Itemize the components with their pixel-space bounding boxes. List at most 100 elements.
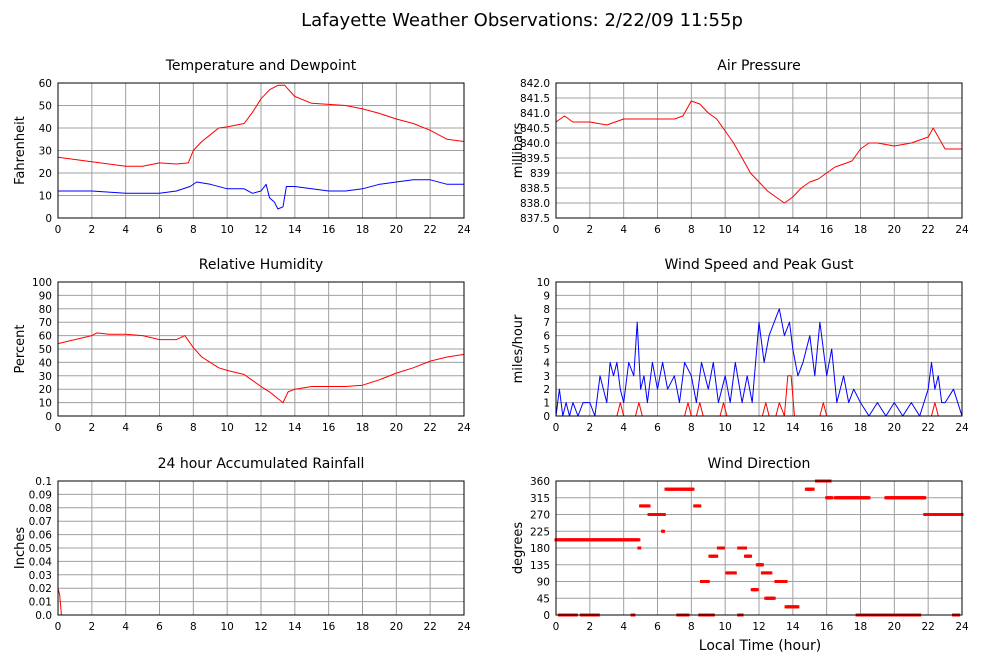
wind-series-0 [555, 308, 963, 417]
rain-title: 24 hour Accumulated Rainfall [158, 456, 365, 472]
direction-xtick-label: 22 [921, 621, 934, 633]
temp-xtick-label: 4 [122, 224, 129, 236]
rain-xtick-label: 0 [55, 621, 62, 633]
rain-xtick-label: 4 [122, 621, 129, 633]
pressure-xtick-label: 16 [820, 224, 834, 236]
rain-xtick-label: 2 [88, 621, 95, 633]
temp-title: Temperature and Dewpoint [165, 58, 357, 74]
pressure-series-0 [555, 100, 962, 204]
rain-ytick-label: 0.0 [35, 610, 52, 622]
temp-ytick-label: 30 [39, 146, 52, 158]
humidity-ytick-label: 0 [45, 411, 52, 423]
wind-ytick-label: 5 [543, 344, 550, 356]
rain-frame [57, 480, 465, 616]
direction-point [637, 538, 641, 542]
temp-ytick-label: 40 [39, 123, 52, 135]
wind-ytick-label: 2 [543, 384, 550, 396]
direction-point [772, 596, 776, 600]
direction-xtick-label: 8 [688, 621, 695, 633]
humidity-ytick-label: 10 [39, 398, 52, 410]
temp-xtick-label: 18 [356, 224, 369, 236]
temp-xtick-label: 2 [88, 224, 95, 236]
direction-point [691, 487, 695, 491]
humidity-xtick-label: 8 [190, 422, 197, 434]
direction-point [743, 546, 747, 550]
pressure-ytick-label: 841.0 [520, 108, 550, 120]
wind-xtick-label: 4 [620, 422, 627, 434]
pressure-xtick-label: 6 [654, 224, 661, 236]
direction-point [721, 546, 725, 550]
humidity-xtick-label: 4 [122, 422, 129, 434]
humidity-xtick-label: 20 [390, 422, 403, 434]
pressure-xtick-label: 14 [786, 224, 800, 236]
direction-xtick-label: 24 [955, 621, 969, 633]
humidity-xtick-label: 16 [322, 422, 336, 434]
pressure-panel: Air Pressure millibars 837.5 838.0 838.5 839 8… [511, 58, 969, 236]
humidity-ytick-label: 90 [39, 290, 52, 302]
direction-point [760, 563, 764, 567]
pressure-ytick-label: 838.0 [520, 198, 550, 210]
wind-xtick-label: 24 [955, 422, 969, 434]
temp-ylabel: Fahrenheit [13, 116, 28, 185]
humidity-xtick-label: 2 [88, 422, 95, 434]
rain-ytick-label: 0.1 [35, 476, 52, 488]
direction-ytick-label: 315 [530, 493, 550, 505]
rain-ytick-label: 0.05 [29, 543, 52, 555]
temp-xtick-label: 8 [190, 224, 197, 236]
rain-xtick-label: 12 [254, 621, 267, 633]
wind-ylabel: miles/hour [511, 314, 526, 383]
humidity-frame [57, 281, 465, 417]
rain-xtick-label: 14 [288, 621, 302, 633]
rain-xtick-label: 16 [322, 621, 336, 633]
direction-point [638, 546, 642, 550]
direction-panel: Wind Directiondegrees0459013518022527031… [511, 456, 969, 633]
chart-panels: Temperature and DewpointFahrenheit010203… [13, 58, 969, 633]
pressure-ytick-label: 838.5 [520, 183, 550, 195]
rain-ytick-label: 0.06 [29, 530, 53, 542]
rain-ylabel: Inches [13, 527, 28, 569]
humidity-ytick-label: 80 [39, 304, 52, 316]
wind-ytick-label: 6 [543, 331, 550, 343]
direction-point [867, 496, 871, 500]
pressure-ytick-label: 842.0 [520, 78, 550, 90]
humidity-ytick-label: 30 [39, 371, 52, 383]
pressure-ytick-label: 841.5 [520, 93, 550, 105]
wind-xtick-label: 12 [752, 422, 765, 434]
direction-ytick-label: 180 [530, 543, 550, 555]
humidity-xtick-label: 24 [457, 422, 471, 434]
direction-frame [555, 480, 963, 616]
humidity-xtick-label: 10 [220, 422, 233, 434]
temp-ytick-label: 60 [39, 78, 52, 90]
direction-ytick-label: 0 [543, 610, 550, 622]
wind-xtick-label: 22 [921, 422, 934, 434]
direction-point [661, 529, 665, 533]
temp-xtick-label: 20 [390, 224, 403, 236]
direction-point [784, 580, 788, 583]
humidity-xtick-label: 0 [55, 422, 62, 434]
temp-xtick-label: 12 [254, 224, 267, 236]
direction-xtick-label: 12 [752, 621, 765, 633]
pressure-xtick-label: 8 [688, 224, 695, 236]
wind-xtick-label: 14 [786, 422, 800, 434]
direction-point [796, 605, 800, 609]
humidity-xtick-label: 18 [356, 422, 369, 434]
wind-ytick-label: 1 [543, 398, 550, 410]
humidity-panel: Relative HumidityPercent0102030405060708… [13, 257, 471, 434]
direction-ylabel: degrees [511, 522, 526, 575]
direction-xtick-label: 14 [786, 621, 800, 633]
direction-point [647, 504, 651, 508]
wind-panel: Wind Speed and Peak Gustmiles/hour012345… [511, 257, 969, 434]
rain-ytick-label: 0.04 [29, 556, 53, 568]
pressure-xtick-label: 22 [921, 224, 934, 236]
rain-xtick-label: 8 [190, 621, 197, 633]
temp-xtick-label: 16 [322, 224, 336, 236]
direction-point [698, 504, 702, 508]
wind-xtick-label: 8 [688, 422, 695, 434]
humidity-title: Relative Humidity [199, 257, 323, 273]
direction-xtick-label: 10 [718, 621, 731, 633]
direction-ytick-label: 225 [530, 526, 550, 538]
direction-xtick-label: 4 [620, 621, 627, 633]
wind-xtick-label: 18 [854, 422, 867, 434]
wind-ytick-label: 8 [543, 304, 550, 316]
